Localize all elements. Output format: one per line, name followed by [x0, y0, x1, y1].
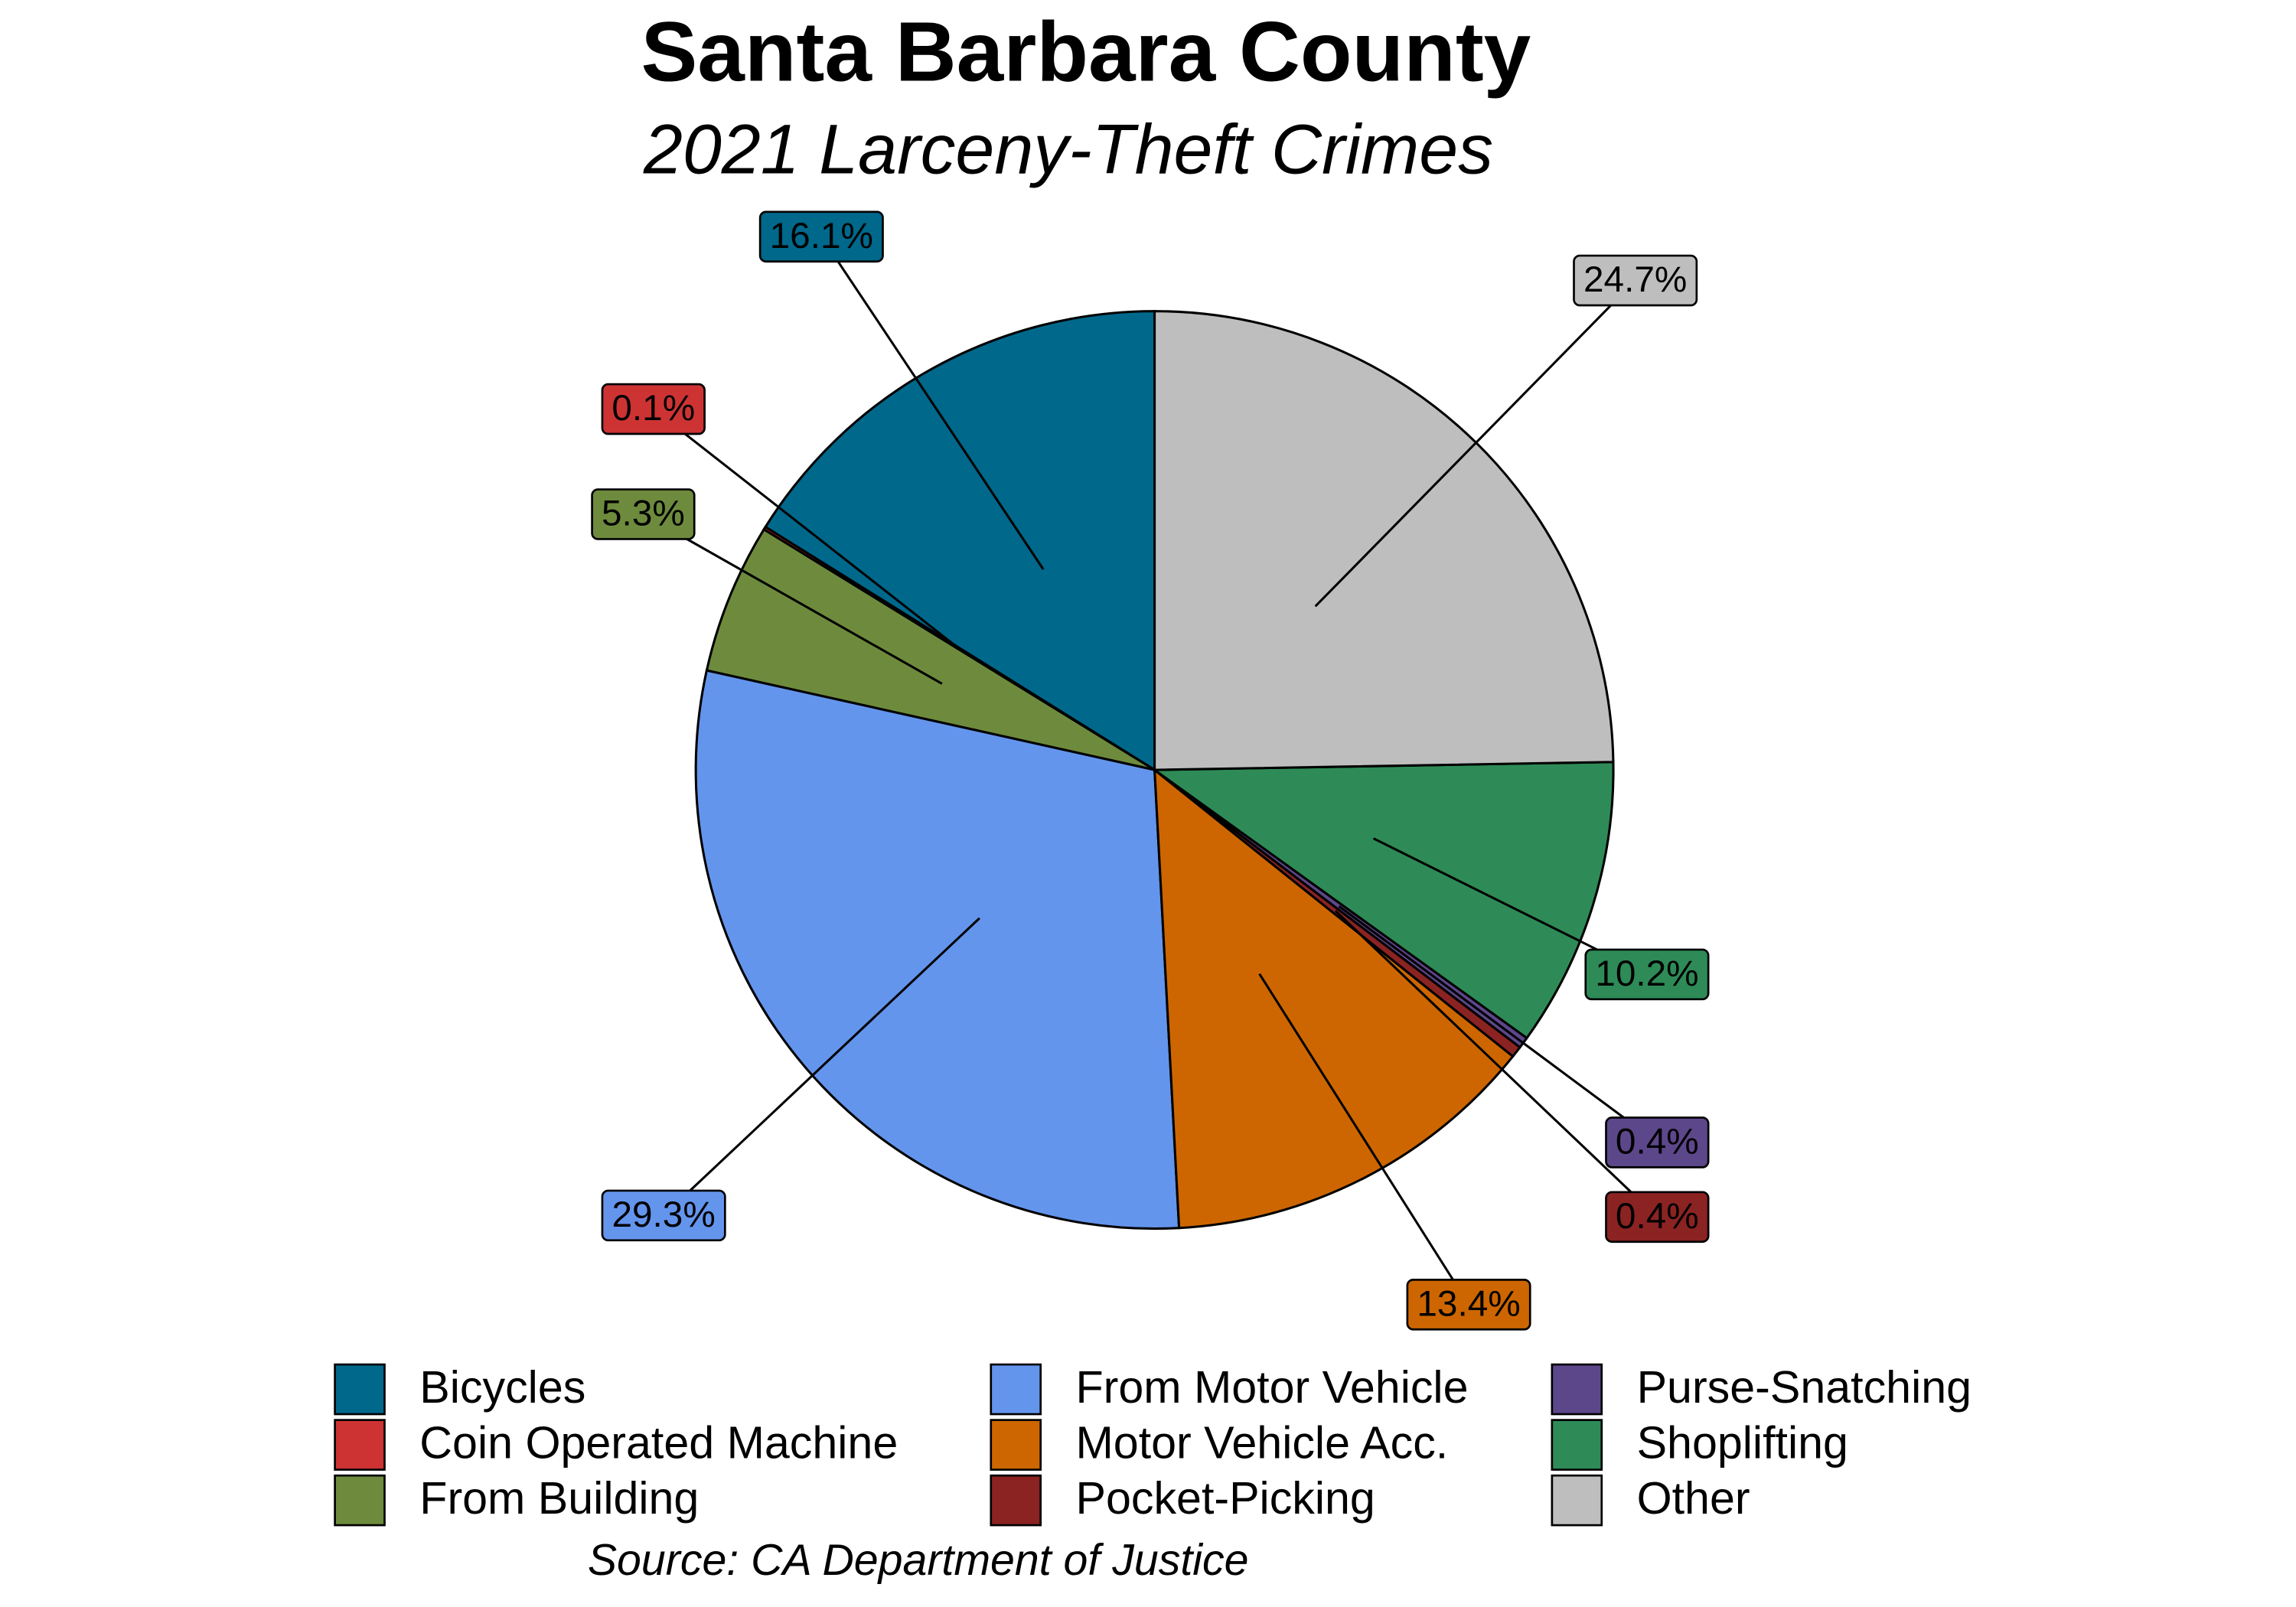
- legend-label: From Motor Vehicle: [1076, 1361, 1469, 1413]
- pie-slice: [764, 310, 1156, 772]
- legend-label: Coin Operated Machine: [419, 1417, 898, 1468]
- legend-swatch: [1551, 1474, 1603, 1527]
- leader-line: [642, 513, 943, 685]
- leader-line: [820, 236, 1045, 570]
- legend-label: Motor Vehicle Acc.: [1076, 1417, 1449, 1468]
- legend-label: Purse-Snatching: [1637, 1361, 1971, 1413]
- label-box: [1605, 1116, 1710, 1169]
- legend-label: Pocket-Picking: [1076, 1472, 1375, 1524]
- leader-line: [1258, 973, 1470, 1305]
- pie-slice: [1150, 761, 1615, 1040]
- pie-slice: [1153, 767, 1515, 1230]
- data-label: 0.1%: [612, 388, 695, 429]
- chart-title: Santa Barbara County: [641, 5, 1531, 99]
- pie-slice: [705, 527, 1156, 771]
- source-note: Source: CA Department of Justice: [588, 1536, 1249, 1585]
- legend-swatch: [990, 1474, 1042, 1527]
- data-label: 16.1%: [770, 216, 873, 256]
- legend-swatch: [990, 1363, 1042, 1416]
- legend-swatch: [1551, 1363, 1603, 1416]
- legend-swatch: [334, 1419, 386, 1471]
- pie-slice: [694, 669, 1181, 1231]
- data-label: 13.4%: [1417, 1283, 1520, 1324]
- legend-swatch: [1551, 1419, 1603, 1471]
- label-box: [1584, 948, 1710, 1001]
- label-box: [601, 383, 706, 435]
- label-box: [1605, 1191, 1710, 1244]
- label-box: [601, 1189, 726, 1242]
- data-label: 10.2%: [1595, 953, 1698, 994]
- legend-label: Bicycles: [419, 1361, 585, 1413]
- leader-line: [652, 408, 960, 650]
- chart-body: Santa Barbara County 2021 Larceny-Theft …: [334, 5, 1971, 1585]
- legend-label: Shoplifting: [1637, 1417, 1848, 1468]
- leader-line: [663, 917, 980, 1217]
- label-box: [591, 488, 696, 540]
- legend-swatch: [334, 1474, 386, 1527]
- legend-label: Other: [1637, 1472, 1750, 1524]
- data-label: 24.7%: [1583, 259, 1687, 300]
- legend-swatch: [334, 1363, 386, 1416]
- leader-line: [1314, 279, 1636, 608]
- leader-line: [1334, 910, 1658, 1218]
- data-label: 0.4%: [1616, 1121, 1699, 1162]
- data-label: 29.3%: [612, 1195, 715, 1235]
- legend-swatch: [990, 1419, 1042, 1471]
- chart-subtitle: 2021 Larceny-Theft Crimes: [643, 111, 1493, 189]
- pie-slice: [1153, 310, 1615, 771]
- leader-line: [1338, 905, 1658, 1144]
- data-label: 5.3%: [602, 494, 685, 534]
- label-box: [758, 210, 884, 263]
- legend-label: From Building: [419, 1472, 699, 1524]
- data-label: 0.4%: [1616, 1196, 1699, 1237]
- label-box: [1573, 254, 1698, 307]
- label-box: [1406, 1279, 1531, 1331]
